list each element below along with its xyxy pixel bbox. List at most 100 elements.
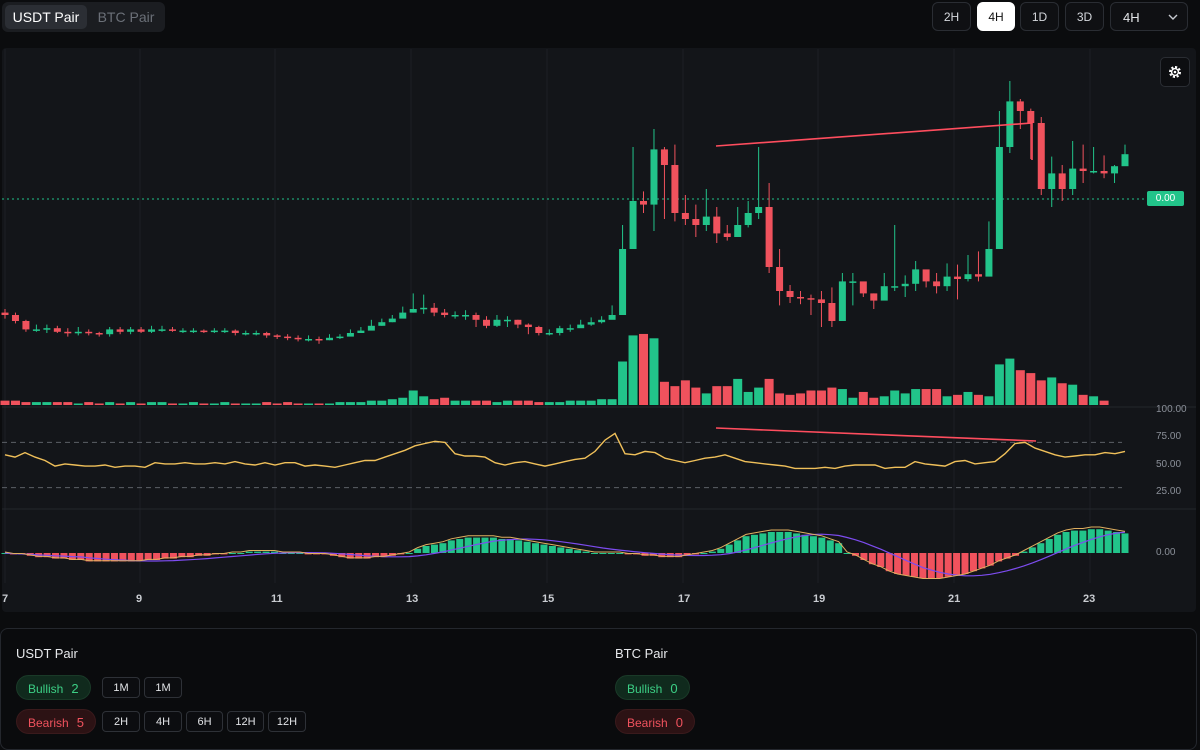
- volume-bar: [304, 403, 314, 405]
- macd-histogram-bar: [1037, 543, 1045, 553]
- volume-bar: [10, 400, 20, 405]
- volume-bar: [502, 400, 512, 405]
- macd-histogram-bar: [515, 540, 523, 553]
- volume-bar: [827, 387, 837, 405]
- candle-body: [640, 201, 648, 205]
- volume-bar: [555, 402, 565, 405]
- usdt-bullish-timeframe-chip[interactable]: 1M: [102, 677, 140, 698]
- macd-histogram-bar: [784, 532, 792, 553]
- volume-bar: [1057, 383, 1067, 405]
- candle-body: [1069, 168, 1077, 189]
- usdt-bearish-timeframe-chip[interactable]: 12H: [268, 711, 306, 732]
- candle-body: [524, 324, 532, 327]
- macd-histogram-bar: [548, 546, 556, 553]
- x-axis-label: 21: [948, 593, 961, 605]
- volume-bar: [639, 333, 649, 405]
- volume-bar: [366, 400, 376, 405]
- volume-bar: [94, 403, 104, 405]
- macd-histogram-bar: [1028, 547, 1036, 553]
- chart-settings-button[interactable]: [1160, 57, 1190, 87]
- candle-body: [943, 276, 951, 287]
- volume-bar: [230, 403, 240, 405]
- volume-bar: [649, 338, 659, 405]
- btc-bullish-badge[interactable]: Bullish 0: [615, 675, 690, 700]
- macd-histogram-bar: [1113, 532, 1121, 553]
- timeframe-select[interactable]: 4H: [1110, 2, 1188, 31]
- candle-body: [325, 337, 333, 341]
- usdt-bullish-timeframe-chip[interactable]: 1M: [144, 677, 182, 698]
- candle-body: [179, 330, 187, 333]
- candle-body: [587, 322, 595, 325]
- timeframe-4h-button[interactable]: 4H: [977, 2, 1015, 31]
- candle-body: [210, 330, 218, 333]
- macd-histogram-bar: [473, 537, 481, 553]
- macd-histogram-bar: [944, 553, 952, 577]
- rsi-axis-label: 75.00: [1156, 431, 1182, 442]
- macd-histogram-bar: [582, 551, 590, 553]
- candle-body: [221, 330, 229, 333]
- candle-body: [734, 225, 742, 237]
- candle-body: [336, 336, 344, 339]
- volume-bar: [167, 403, 177, 405]
- candle-body: [22, 321, 30, 330]
- candle-body: [158, 329, 166, 331]
- divergence-summary-panel: USDT Pair Bullish 2 1M 1M Bearish 5 2H 4H …: [0, 628, 1197, 750]
- candle-body: [263, 333, 271, 336]
- chevron-down-icon: [1167, 3, 1179, 42]
- candle-body: [189, 330, 197, 333]
- btc-bearish-badge[interactable]: Bearish 0: [615, 709, 695, 734]
- candle-body: [577, 324, 585, 329]
- tab-usdt-pair[interactable]: USDT Pair: [5, 5, 87, 29]
- volume-bar: [63, 402, 73, 405]
- candle-body: [954, 276, 962, 279]
- volume-bar: [544, 402, 554, 405]
- volume-bar: [659, 381, 669, 405]
- usdt-bearish-timeframe-chip[interactable]: 4H: [144, 711, 182, 732]
- volume-bar: [900, 393, 910, 405]
- volume-bar: [806, 390, 816, 405]
- volume-bar: [879, 396, 889, 405]
- usdt-bearish-timeframe-chip[interactable]: 6H: [186, 711, 223, 732]
- price-chart[interactable]: [0, 0, 1200, 612]
- macd-histogram-bar: [186, 553, 194, 558]
- volume-bar: [126, 402, 136, 405]
- candle-body: [482, 319, 490, 326]
- macd-histogram-bar: [346, 553, 354, 559]
- volume-bar: [743, 391, 753, 405]
- x-axis-label: 7: [2, 593, 9, 605]
- candle-body: [127, 329, 135, 332]
- candle-body: [137, 329, 145, 332]
- macd-signal-line: [4, 531, 1126, 577]
- volume-bar: [73, 403, 83, 405]
- usdt-bearish-timeframe-chip[interactable]: 12H: [227, 711, 264, 732]
- volume-bar: [618, 361, 628, 405]
- usdt-bullish-badge[interactable]: Bullish 2: [16, 675, 91, 700]
- macd-histogram-bar: [894, 553, 902, 574]
- candle-body: [85, 331, 93, 334]
- tab-btc-pair[interactable]: BTC Pair: [97, 9, 155, 25]
- macd-histogram-bar: [1045, 539, 1053, 553]
- volume-bar: [440, 397, 450, 405]
- timeframe-1d-button[interactable]: 1D: [1020, 2, 1059, 31]
- volume-bar: [921, 389, 931, 405]
- macd-histogram-bar: [447, 540, 455, 553]
- usdt-bearish-timeframe-chip[interactable]: 2H: [102, 711, 140, 732]
- volume-bar: [492, 402, 502, 405]
- macd-histogram-bar: [237, 553, 245, 554]
- usdt-bearish-badge[interactable]: Bearish 5: [16, 709, 96, 734]
- timeframe-3d-button[interactable]: 3D: [1065, 2, 1104, 31]
- candle-body: [817, 299, 825, 303]
- macd-histogram-bar: [725, 544, 733, 553]
- candle-body: [514, 319, 522, 325]
- volume-bar: [293, 403, 303, 405]
- candle-body: [744, 213, 752, 225]
- macd-histogram-bar: [380, 553, 388, 558]
- macd-histogram-bar: [919, 553, 927, 579]
- candle-body: [420, 307, 428, 310]
- macd-histogram-bar: [464, 537, 472, 553]
- macd-histogram-bar: [94, 553, 102, 562]
- volume-bar: [387, 399, 397, 405]
- candle-body: [786, 291, 794, 297]
- timeframe-2h-button[interactable]: 2H: [932, 2, 971, 31]
- volume-bar: [691, 387, 701, 405]
